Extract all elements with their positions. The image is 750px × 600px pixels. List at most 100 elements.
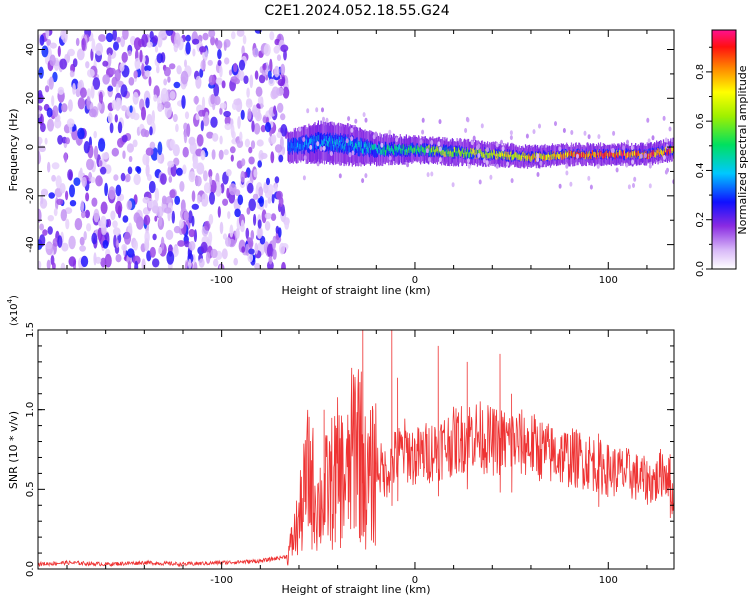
signal-speckle	[425, 148, 429, 154]
signal-band	[330, 135, 332, 153]
noise-blob	[47, 226, 53, 235]
signal-core	[338, 142, 340, 148]
noise-blob	[69, 184, 75, 198]
signal-band	[662, 145, 664, 153]
signal-band	[424, 143, 426, 153]
noise-blob	[196, 162, 205, 175]
noise-blob	[158, 30, 167, 39]
noise-blob	[282, 86, 290, 99]
signal-core	[360, 145, 362, 151]
signal-core	[567, 151, 569, 157]
signal-core	[628, 151, 630, 157]
signal-band	[309, 135, 311, 152]
noise-blob	[273, 45, 280, 54]
signal-core	[446, 150, 448, 156]
signal-core	[555, 154, 557, 160]
signal-core	[532, 153, 534, 159]
noise-blob	[254, 262, 261, 269]
noise-blob	[195, 113, 200, 121]
signal-speckle	[570, 130, 574, 135]
noise-blob	[233, 98, 241, 106]
noise-blob	[174, 195, 181, 205]
signal-core	[600, 152, 602, 158]
x-tick-label: -100	[210, 575, 233, 586]
signal-core	[300, 144, 303, 150]
noise-blob	[60, 209, 67, 222]
noise-blob	[185, 41, 191, 55]
noise-blob	[40, 194, 44, 205]
signal-band	[477, 147, 479, 157]
noise-blob	[143, 214, 151, 226]
signal-core	[494, 150, 496, 157]
noise-blob	[139, 49, 143, 63]
signal-core	[380, 149, 382, 155]
signal-band	[622, 149, 624, 157]
noise-blob	[264, 221, 271, 231]
signal-core	[470, 148, 472, 154]
noise-blob	[264, 212, 272, 220]
signal-band	[374, 145, 376, 158]
signal-speckle	[302, 175, 306, 181]
noise-blob	[268, 255, 273, 265]
signal-core	[417, 145, 419, 151]
signal-core	[599, 150, 601, 156]
signal-band	[443, 144, 445, 155]
signal-core	[361, 147, 363, 154]
signal-core	[445, 146, 447, 153]
noise-blob	[47, 118, 54, 132]
signal-core	[550, 151, 552, 158]
signal-band	[612, 153, 614, 161]
noise-blob	[264, 122, 272, 133]
noise-blob	[240, 109, 245, 120]
noise-blob	[133, 70, 138, 79]
signal-core	[636, 152, 638, 159]
signal-core	[654, 151, 656, 158]
signal-core	[461, 148, 464, 154]
signal-core	[500, 153, 502, 159]
noise-blob	[224, 123, 232, 131]
signal-band	[430, 143, 432, 154]
noise-blob	[115, 254, 122, 263]
signal-core	[390, 148, 392, 154]
noise-blob	[208, 213, 214, 225]
noise-blob	[57, 86, 65, 95]
noise-blob	[136, 166, 142, 174]
noise-blob	[253, 123, 261, 135]
noise-blob	[38, 208, 42, 223]
noise-blob	[234, 208, 241, 218]
signal-core	[444, 151, 446, 157]
noise-blob	[126, 200, 133, 211]
signal-core	[659, 151, 661, 158]
noise-blob	[156, 53, 164, 64]
noise-blob	[248, 248, 255, 255]
noise-blob	[140, 128, 147, 137]
noise-blob	[212, 133, 219, 142]
signal-band	[497, 148, 499, 158]
signal-core	[486, 149, 488, 156]
signal-core	[416, 148, 418, 155]
signal-core	[613, 152, 615, 158]
noise-blob	[153, 94, 158, 102]
noise-blob	[79, 87, 87, 98]
signal-core	[305, 139, 307, 145]
noise-blob	[176, 167, 183, 176]
noise-blob	[92, 77, 101, 90]
noise-blob	[38, 260, 42, 269]
noise-blob	[46, 39, 52, 46]
noise-blob	[107, 85, 114, 92]
noise-blob	[42, 229, 48, 236]
signal-core	[656, 149, 658, 155]
noise-blob	[116, 97, 123, 110]
signal-core	[573, 151, 575, 157]
signal-band	[470, 149, 472, 159]
signal-speckle	[467, 163, 471, 169]
noise-blob	[98, 34, 106, 42]
signal-speckle	[478, 179, 482, 185]
signal-core	[652, 150, 654, 156]
signal-speckle	[437, 141, 441, 147]
signal-core	[385, 150, 387, 156]
signal-core	[436, 146, 438, 152]
signal-speckle	[451, 182, 455, 188]
figure-title: C2E1.2024.052.18.55.G24	[264, 3, 449, 19]
signal-speckle	[325, 117, 329, 123]
